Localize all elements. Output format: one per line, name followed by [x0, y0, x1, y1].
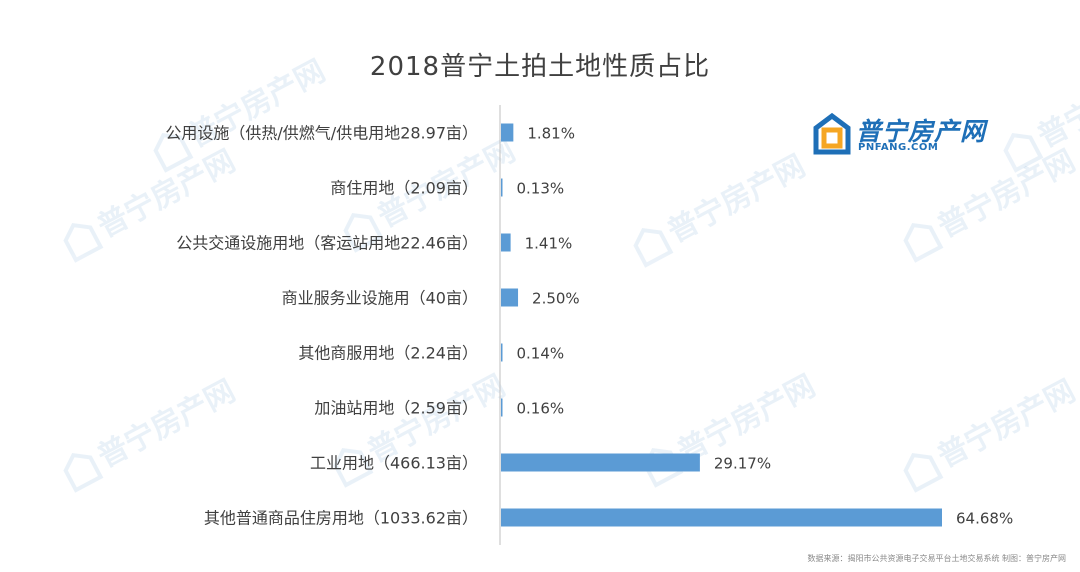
house-logo-icon — [813, 112, 851, 155]
category-label: 公用设施（供热/供燃气/供电用地28.97亩） — [165, 124, 478, 143]
data-label: 1.41% — [525, 235, 573, 253]
watermark-house-icon — [63, 223, 104, 263]
watermark-house-icon — [153, 133, 194, 173]
chart-title: 2018普宁土拍土地性质占比 — [369, 52, 711, 82]
bar — [501, 398, 503, 417]
category-label: 其他普通商品住房用地（1033.62亩） — [204, 509, 478, 528]
category-label: 公共交通设施用地（客运站用地22.46亩） — [176, 234, 478, 253]
data-label: 0.13% — [517, 180, 565, 198]
watermark-house-icon — [1003, 133, 1044, 173]
data-label: 2.50% — [532, 290, 580, 308]
watermark-house-icon — [903, 223, 944, 263]
category-label: 其他商服用地（2.24亩） — [298, 344, 478, 363]
bar — [501, 123, 514, 142]
brand-logo: 普宁房产网 PNFANG.COM — [812, 110, 1012, 160]
bar — [501, 508, 942, 527]
bar — [501, 453, 700, 472]
category-label: 工业用地（466.13亩） — [310, 454, 478, 473]
watermark-house-icon — [633, 228, 674, 268]
data-label: 29.17% — [714, 455, 771, 473]
bar — [501, 178, 503, 197]
category-label: 加油站用地（2.59亩） — [314, 399, 478, 418]
data-label: 1.81% — [527, 125, 575, 143]
bar — [501, 288, 519, 307]
logo-text: 普宁房产网 — [856, 117, 987, 146]
category-label: 商住用地（2.09亩） — [330, 179, 478, 198]
data-label: 0.14% — [517, 345, 565, 363]
watermark-house-icon — [333, 448, 374, 488]
watermark-house-icon — [63, 453, 104, 493]
source-note: 数据来源：揭阳市公共资源电子交易平台土地交易系统 制图：普宁房产网 — [807, 554, 1066, 563]
data-label: 64.68% — [956, 510, 1013, 528]
bar — [501, 343, 503, 362]
bar — [501, 233, 511, 252]
watermark-house-icon — [903, 453, 944, 493]
category-label: 商业服务业设施用（40亩） — [282, 289, 478, 308]
watermark-house-icon — [343, 213, 384, 253]
logo-subtext: PNFANG.COM — [858, 142, 939, 153]
data-label: 0.16% — [517, 400, 565, 418]
